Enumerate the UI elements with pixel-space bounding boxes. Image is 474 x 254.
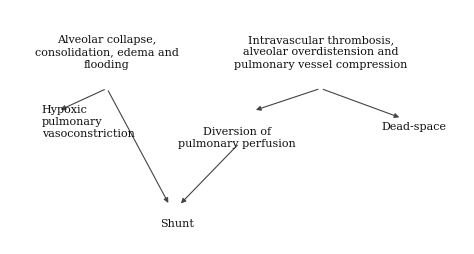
Text: Hypoxic
pulmonary
vasoconstriction: Hypoxic pulmonary vasoconstriction	[42, 105, 135, 139]
Text: Shunt: Shunt	[160, 219, 193, 229]
Text: Dead-space: Dead-space	[381, 122, 446, 132]
Text: Diversion of
pulmonary perfusion: Diversion of pulmonary perfusion	[178, 127, 296, 149]
Text: Alveolar collapse,
consolidation, edema and
flooding: Alveolar collapse, consolidation, edema …	[35, 35, 179, 70]
Text: Intravascular thrombosis,
alveolar overdistension and
pulmonary vessel compressi: Intravascular thrombosis, alveolar overd…	[234, 35, 407, 70]
